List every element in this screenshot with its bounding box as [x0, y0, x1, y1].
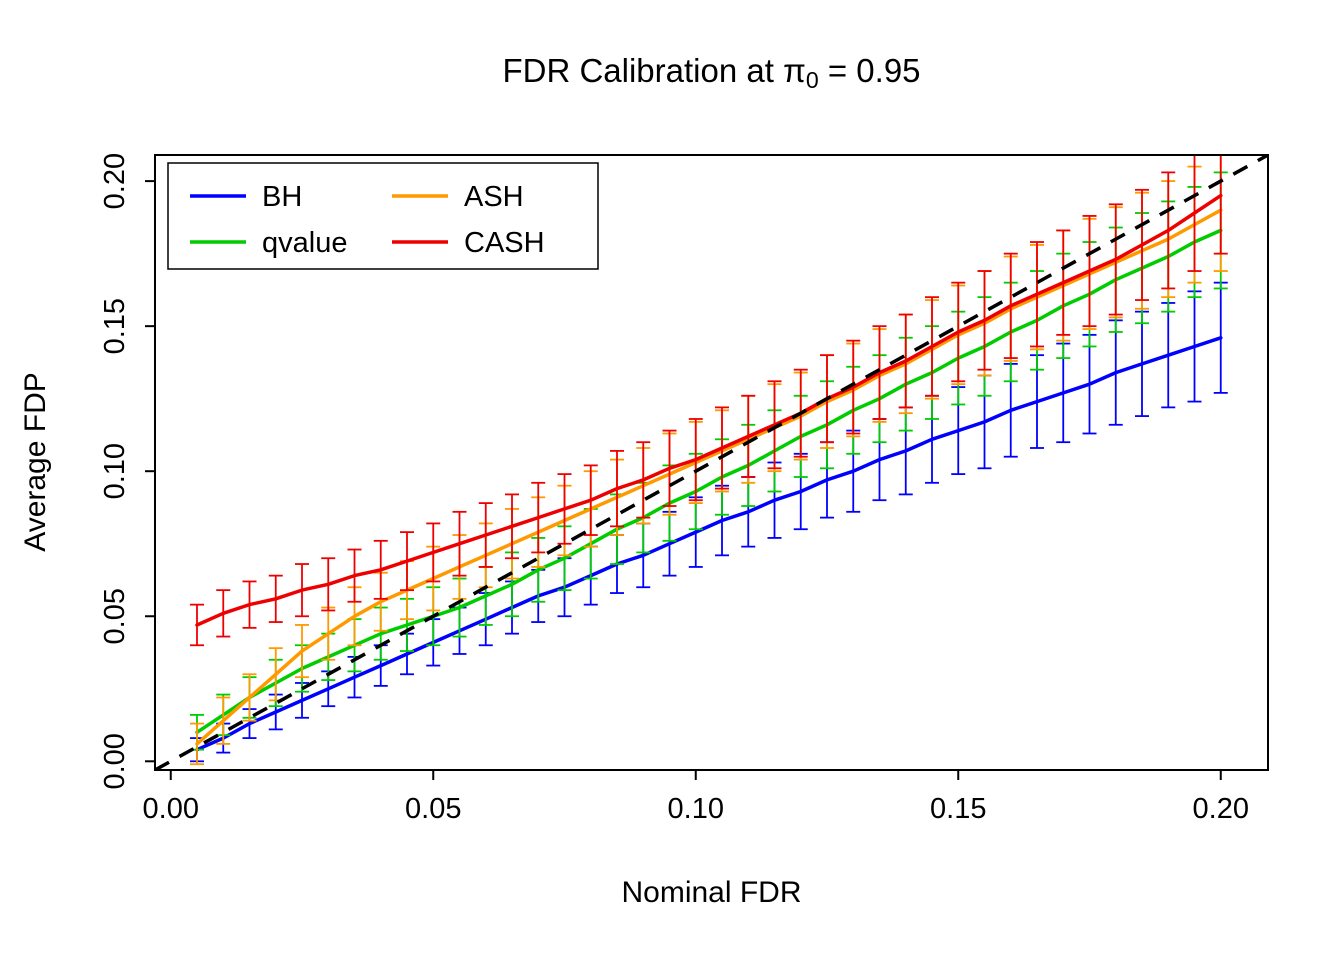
- legend-label: BH: [262, 181, 302, 213]
- y-tick-label: 0.15: [99, 298, 131, 354]
- legend-entry-cash: CASH: [392, 227, 545, 259]
- legend-label: ASH: [464, 181, 524, 213]
- legend-box: [167, 162, 599, 270]
- plot-box: [154, 154, 1269, 771]
- identity-reference-line: [155, 155, 1268, 770]
- series-line-bh: [195, 336, 1223, 752]
- series-cash: [190, 155, 1228, 647]
- y-tick-label: 0.05: [99, 588, 131, 644]
- legend-entry-bh: BH: [190, 181, 302, 213]
- legend-entry-qvalue: qvalue: [190, 227, 347, 259]
- series-line-cash: [195, 193, 1223, 627]
- series-bh: [190, 281, 1228, 763]
- x-tick-label: 0.15: [930, 793, 986, 825]
- legend-label: CASH: [464, 227, 545, 259]
- x-tick-label: 0.05: [405, 793, 461, 825]
- y-tick-label: 0.00: [99, 733, 131, 789]
- chart-title-text: FDR Calibration at π: [502, 52, 806, 89]
- series-line-qvalue: [195, 228, 1223, 735]
- legend-entry-ash: ASH: [392, 181, 524, 213]
- y-tick-label: 0.10: [99, 443, 131, 499]
- x-tick-label: 0.20: [1193, 793, 1249, 825]
- legend: BH qvalue ASH CASH: [167, 162, 599, 270]
- plot-data-layer: [155, 155, 1268, 770]
- chart-title: FDR Calibration at π0 = 0.95: [155, 52, 1268, 94]
- x-axis-label: Nominal FDR: [621, 876, 802, 909]
- y-tick-label: 0.20: [99, 153, 131, 209]
- x-tick-label: 0.00: [143, 793, 199, 825]
- series-line-ash: [195, 208, 1223, 746]
- x-tick-label: 0.10: [668, 793, 724, 825]
- chart-title-suffix: = 0.95: [818, 52, 921, 89]
- legend-label: qvalue: [262, 227, 347, 259]
- chart-title-subscript: 0: [805, 66, 819, 93]
